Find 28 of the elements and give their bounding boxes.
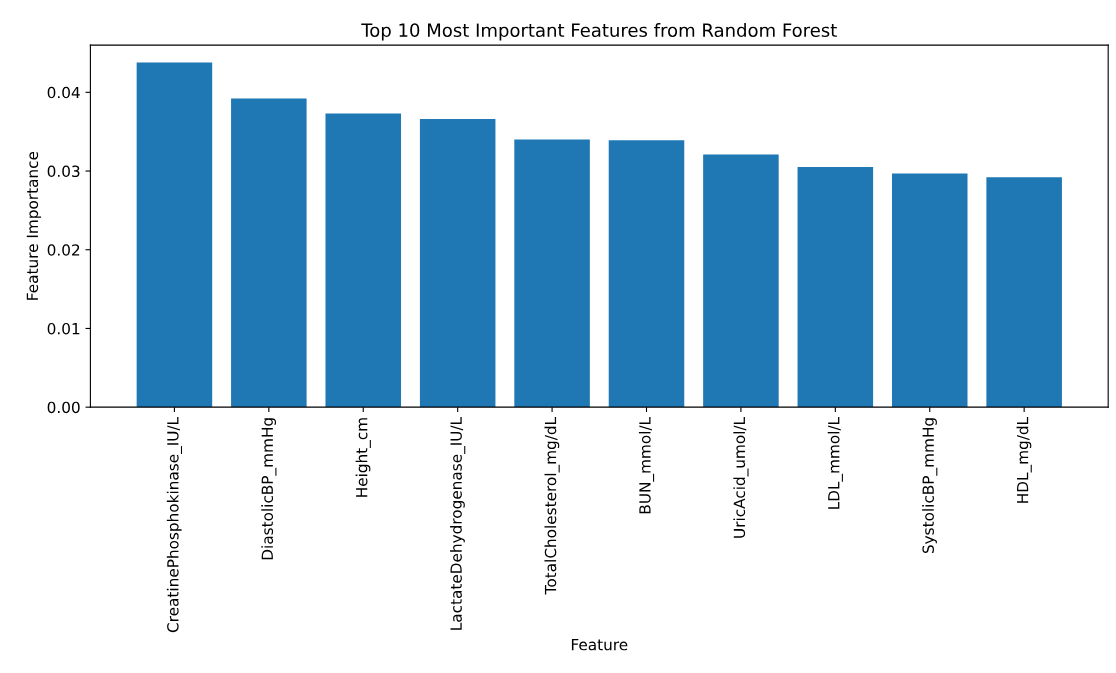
chart-title: Top 10 Most Important Features from Random Forest	[361, 23, 837, 41]
x-axis-title: Feature	[571, 639, 628, 651]
x-tick-label: Height_cm	[355, 418, 371, 497]
bar	[419, 119, 496, 408]
bar	[136, 62, 213, 408]
bar	[608, 140, 685, 408]
bar	[986, 177, 1062, 408]
x-tick-label: UricAcid_umol/L	[733, 416, 749, 538]
x-tick-label: LactateDehydrogenase_IU/L	[450, 416, 466, 630]
x-tick-label: HDL_mg/dL	[1016, 416, 1032, 503]
x-tick-label: TotalCholesterol_mg/dL	[544, 416, 560, 595]
y-tick-label: 0.00	[47, 401, 80, 414]
bar	[325, 113, 402, 408]
bar	[231, 98, 307, 408]
bar	[891, 173, 968, 408]
x-tick-label: BUN_mmol/L	[638, 416, 655, 514]
y-tick-label: 0.03	[47, 165, 80, 178]
y-axis-title: Feature Importance	[26, 151, 42, 300]
x-tick-label: DiastolicBP_mmHg	[261, 418, 277, 560]
y-tick-label: 0.01	[47, 322, 80, 335]
bar	[797, 167, 874, 408]
x-tick-label: LDL_mmol/L	[827, 416, 843, 509]
bar	[514, 139, 590, 408]
y-tick-label: 0.02	[47, 244, 80, 256]
y-tick-label: 0.04	[47, 86, 80, 99]
x-tick-label: CreatinePhosphokinase_IU/L	[166, 416, 183, 633]
bar	[703, 154, 779, 408]
x-tick-label: SystolicBP_mmHg	[922, 418, 938, 554]
